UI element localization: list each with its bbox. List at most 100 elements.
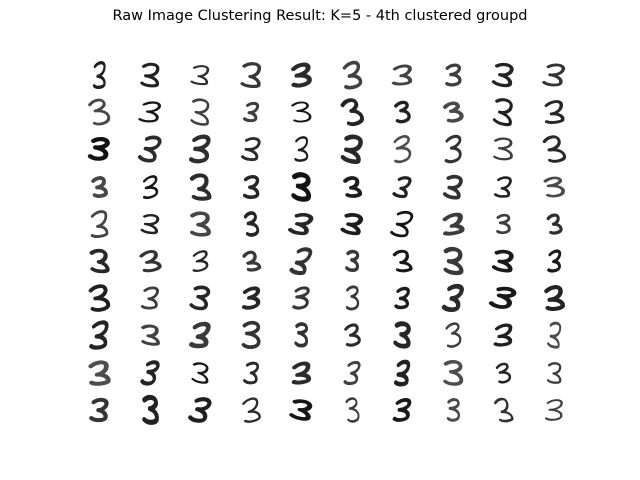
digit-glyph [88, 98, 111, 126]
digit-glyph [442, 246, 463, 276]
digit-glyph [192, 250, 209, 272]
digit-image-r9-c5 [286, 357, 318, 389]
digit-glyph [189, 211, 211, 237]
digit-image-r7-c10 [539, 282, 571, 314]
digit-glyph [493, 137, 513, 161]
digit-glyph [394, 286, 410, 310]
digit-glyph [491, 62, 514, 88]
digit-image-r10-c4 [236, 394, 268, 426]
digit-glyph [91, 175, 109, 198]
digit-image-r6-c7 [387, 245, 419, 277]
digit-glyph [342, 360, 361, 385]
digit-image-r10-c9 [488, 394, 520, 426]
digit-glyph [242, 361, 259, 384]
digit-glyph [242, 102, 259, 123]
digit-glyph [88, 359, 111, 386]
digit-glyph [241, 250, 261, 272]
digit-glyph [241, 286, 260, 310]
digit-image-r7-c4 [236, 282, 268, 314]
digit-glyph [139, 62, 159, 88]
digit-glyph [394, 100, 411, 124]
digit-image-r3-c7 [387, 133, 419, 165]
digit-image-r9-c8 [438, 357, 470, 389]
digit-image-r10-c6 [337, 394, 369, 426]
digit-image-r2-c8 [438, 96, 470, 128]
digit-image-r4-c5 [286, 171, 318, 203]
digit-image-r6-c10 [539, 245, 571, 277]
digit-glyph [342, 60, 362, 90]
figure-title: Raw Image Clustering Result: K=5 - 4th c… [112, 8, 528, 24]
digit-glyph [393, 321, 411, 349]
digit-image-r6-c3 [185, 245, 217, 277]
digit-glyph [495, 362, 512, 384]
digit-image-r10-c2 [135, 394, 167, 426]
digit-image-r10-c10 [539, 394, 571, 426]
digit-image-r8-c5 [286, 319, 318, 351]
digit-image-r9-c1 [84, 357, 116, 389]
digit-image-r5-c1 [84, 208, 116, 240]
digit-glyph [138, 250, 162, 273]
digit-glyph [291, 62, 312, 88]
digit-glyph [546, 213, 563, 235]
digit-image-r5-c4 [236, 208, 268, 240]
digit-image-r9-c6 [337, 357, 369, 389]
digit-image-r8-c6 [337, 319, 369, 351]
digit-image-r6-c4 [236, 245, 268, 277]
digit-glyph [442, 174, 463, 200]
digit-glyph [289, 399, 313, 421]
digit-glyph [287, 212, 314, 235]
digit-glyph [189, 172, 212, 201]
digit-glyph [392, 175, 412, 198]
digit-image-r8-c2 [135, 319, 167, 351]
digit-image-r2-c10 [539, 96, 571, 128]
digit-glyph [546, 249, 561, 273]
digit-glyph [394, 359, 411, 387]
digit-glyph [294, 322, 309, 348]
digit-image-r6-c5 [286, 245, 318, 277]
digit-glyph [89, 397, 109, 422]
digit-glyph [241, 321, 260, 350]
digit-image-r8-c9 [488, 319, 520, 351]
digit-image-r6-c8 [438, 245, 470, 277]
digit-glyph [344, 397, 360, 423]
digit-image-r10-c7 [387, 394, 419, 426]
digit-glyph [340, 134, 363, 165]
digit-image-r10-c8 [438, 394, 470, 426]
digit-glyph [243, 210, 259, 237]
digit-glyph [92, 60, 106, 90]
digit-image-r3-c1 [84, 133, 116, 165]
digit-image-r7-c8 [438, 282, 470, 314]
digit-image-r1-c10 [539, 59, 571, 91]
digit-image-r2-c3 [185, 96, 217, 128]
digit-image-r1-c8 [438, 59, 470, 91]
digit-glyph [442, 359, 463, 386]
digit-glyph [488, 286, 517, 310]
digit-image-r3-c8 [438, 133, 470, 165]
digit-glyph [241, 397, 261, 423]
digit-glyph [190, 65, 210, 86]
digit-image-r6-c1 [84, 245, 116, 277]
digit-image-r2-c7 [387, 96, 419, 128]
digit-image-r5-c5 [286, 208, 318, 240]
digit-image-r5-c8 [438, 208, 470, 240]
digit-image-r1-c5 [286, 59, 318, 91]
digit-glyph [294, 136, 309, 163]
digit-image-r7-c3 [185, 282, 217, 314]
digit-glyph [89, 320, 109, 351]
digit-image-r7-c1 [84, 282, 116, 314]
digit-glyph [339, 212, 363, 236]
digit-image-r8-c3 [185, 319, 217, 351]
digit-image-r3-c6 [337, 133, 369, 165]
digit-image-r2-c1 [84, 96, 116, 128]
digit-image-r10-c3 [185, 394, 217, 426]
digit-glyph [89, 248, 110, 274]
digit-glyph [191, 361, 209, 384]
digit-glyph [544, 100, 564, 125]
digit-image-r9-c4 [236, 357, 268, 389]
digit-image-r6-c9 [488, 245, 520, 277]
digit-image-r5-c6 [337, 208, 369, 240]
digit-image-r1-c7 [387, 59, 419, 91]
digit-glyph [546, 322, 561, 350]
digit-glyph [344, 249, 359, 272]
